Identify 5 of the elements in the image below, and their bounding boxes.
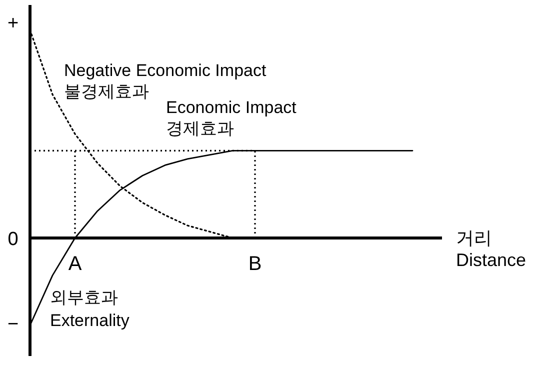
annotation: 0: [8, 229, 18, 250]
annotation: +: [7, 13, 19, 34]
annotation: −: [7, 314, 19, 335]
xlabel: 거리 Distance: [456, 228, 526, 270]
annotation: 외부효과 Externality: [50, 288, 130, 330]
